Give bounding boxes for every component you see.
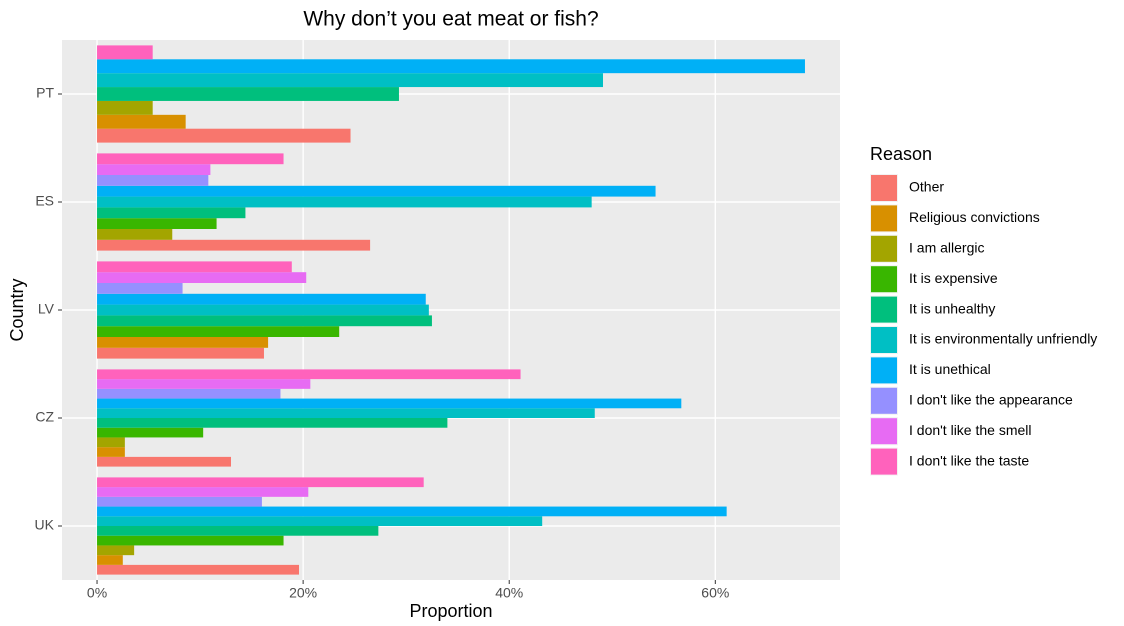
x-tick-label: 60% (701, 585, 729, 601)
bar (97, 347, 264, 359)
bar (97, 564, 300, 575)
y-tick-label: UK (35, 517, 55, 533)
bar (97, 506, 727, 517)
bar (97, 87, 399, 101)
bar (97, 545, 135, 556)
legend-swatch (871, 387, 897, 414)
legend-title: Reason (870, 144, 932, 164)
legend-label: It is unethical (909, 361, 991, 377)
legend-swatch (871, 357, 897, 384)
bar (97, 207, 246, 219)
y-tick-label: PT (36, 85, 54, 101)
legend-label: Other (909, 179, 944, 195)
bar (97, 283, 183, 294)
bar (97, 175, 209, 186)
bar (97, 45, 153, 60)
bar (97, 128, 351, 143)
bar (97, 379, 311, 389)
bar (97, 59, 805, 74)
chart-title: Why don’t you eat meat or fish? (303, 8, 598, 31)
bar (97, 114, 186, 129)
bar (97, 526, 379, 536)
bar (97, 516, 543, 526)
bar (97, 456, 231, 467)
bar (97, 447, 125, 457)
bar (97, 218, 217, 229)
legend-swatch (871, 235, 897, 262)
y-tick-label: CZ (35, 409, 54, 425)
bar (97, 369, 521, 380)
bar (97, 337, 269, 348)
y-tick-label: LV (38, 301, 55, 317)
bar (97, 164, 211, 175)
bar (97, 437, 125, 448)
legend-label: Religious convictions (909, 209, 1040, 225)
bar (97, 153, 284, 165)
bar (97, 272, 307, 283)
bar (97, 261, 292, 273)
legend-label: It is environmentally unfriendly (909, 331, 1097, 347)
legend-label: It is expensive (909, 270, 998, 286)
legend-swatch (871, 205, 897, 232)
legend-label: I am allergic (909, 240, 984, 256)
y-axis-label: Country (7, 278, 27, 341)
bar (97, 398, 682, 409)
legend-swatch (871, 327, 897, 353)
x-tick-label: 0% (87, 585, 107, 601)
bar (97, 185, 656, 197)
bar (97, 477, 424, 488)
bar (97, 496, 262, 507)
x-tick-label: 20% (289, 585, 317, 601)
bar (97, 229, 173, 240)
bar (97, 293, 426, 305)
legend-swatch (871, 448, 897, 475)
bar (97, 408, 595, 418)
bar (97, 427, 204, 438)
bar (97, 388, 281, 399)
bar (97, 315, 432, 327)
bar (97, 555, 123, 565)
bar (97, 73, 603, 88)
bar (97, 535, 284, 546)
bar (97, 487, 309, 497)
x-axis-label: Proportion (409, 601, 492, 621)
legend-label: I don't like the appearance (909, 392, 1073, 408)
bar (97, 239, 371, 251)
legend-swatch (871, 418, 897, 445)
bar (97, 418, 448, 428)
legend-swatch (871, 175, 897, 201)
legend-label: It is unhealthy (909, 300, 995, 316)
legend-label: I don't like the taste (909, 452, 1029, 468)
bar (97, 100, 153, 115)
bar (97, 196, 592, 208)
legend-swatch (871, 296, 897, 323)
x-tick-label: 40% (495, 585, 523, 601)
legend-label: I don't like the smell (909, 422, 1032, 438)
legend-swatch (871, 266, 897, 293)
bar (97, 304, 429, 316)
y-tick-label: ES (35, 193, 54, 209)
bar (97, 326, 340, 337)
